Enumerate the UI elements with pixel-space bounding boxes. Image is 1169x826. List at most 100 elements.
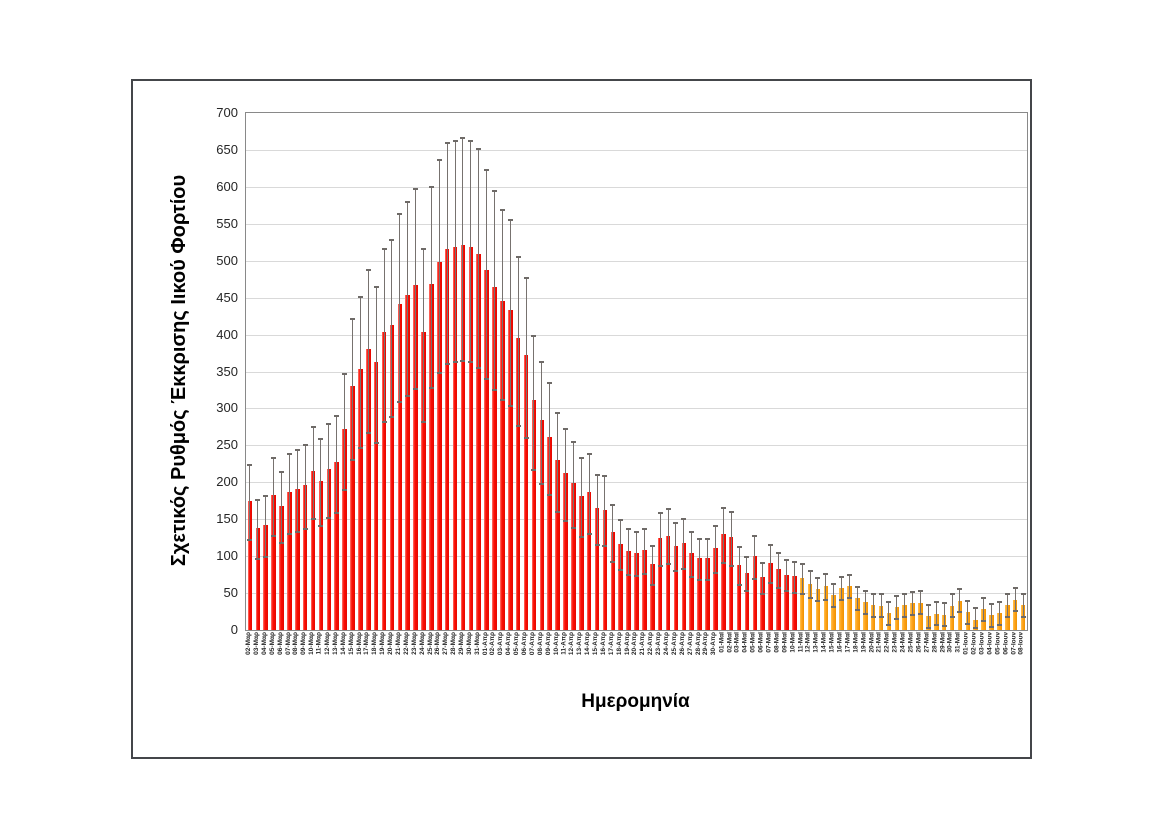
error-bar-line — [912, 591, 914, 615]
error-bar-line — [304, 444, 306, 529]
error-bar-cap-top — [468, 139, 474, 142]
x-axis-tick-labels: 02-Μαρ 03-Μαρ 04-Μαρ 05-Μαρ 06-Μαρ 07-Μαρ 08-Μ… — [245, 629, 1026, 687]
error-bar-cap-top — [665, 508, 671, 511]
error-bar-cap-bottom — [602, 545, 608, 548]
gridline — [246, 519, 1027, 521]
x-tick-label: 13-Απρ — [576, 632, 584, 656]
error-bar-cap-bottom — [933, 624, 939, 627]
error-bar-line — [896, 595, 898, 619]
error-bar-line — [525, 277, 527, 438]
error-bar-line — [312, 426, 314, 519]
error-bar-cap-top — [507, 218, 513, 221]
error-bar-cap-bottom — [799, 593, 805, 596]
x-tick-label: 15-Απρ — [592, 632, 600, 656]
x-tick-label: 26-Απρ — [678, 632, 686, 656]
x-tick-label: 15-Μαρ — [347, 632, 355, 655]
bar — [373, 361, 379, 630]
error-bar-cap-bottom — [744, 589, 750, 592]
x-tick-label: 25-Μαϊ — [907, 632, 915, 653]
error-bar-cap-top — [878, 593, 884, 596]
error-bar-line — [643, 528, 645, 574]
bar — [436, 262, 442, 630]
gridline — [246, 223, 1027, 225]
bar — [1012, 599, 1018, 630]
x-tick-label: 24-Μαρ — [418, 632, 426, 655]
gridline — [246, 186, 1027, 188]
error-bar-line — [778, 552, 779, 588]
y-tick-label: 550 — [216, 215, 238, 231]
error-bar-line — [849, 574, 850, 598]
error-bar-cap-top — [712, 524, 718, 527]
error-bar-line — [691, 531, 693, 577]
error-bar-cap-top — [760, 561, 766, 564]
x-tick-label: 20-Μαρ — [386, 632, 394, 655]
error-bar-line — [809, 570, 811, 598]
error-bar-line — [549, 382, 551, 495]
bar — [334, 462, 339, 630]
error-bar-cap-top — [499, 208, 505, 211]
error-bar-cap-top — [255, 498, 261, 501]
x-tick-label: 22-Απρ — [647, 632, 655, 656]
error-bar-line — [470, 140, 472, 362]
y-tick-label: 450 — [216, 289, 238, 305]
x-tick-label: 13-Μαρ — [331, 632, 339, 655]
bar — [586, 491, 592, 630]
error-bar-cap-bottom — [421, 421, 426, 424]
x-tick-label: 07-Μαϊ — [765, 632, 773, 653]
error-bar-line — [872, 593, 874, 616]
x-tick-label: 17-Απρ — [607, 632, 615, 656]
x-tick-label: 09-Μαϊ — [781, 632, 789, 653]
error-bar-cap-top — [839, 575, 845, 578]
error-bar-cap-bottom — [626, 574, 632, 577]
error-bar-line — [785, 559, 787, 591]
error-bar-cap-top — [279, 470, 284, 473]
bar — [752, 556, 758, 630]
error-bar-line — [407, 201, 409, 396]
error-bar-cap-bottom — [389, 416, 395, 419]
bar — [421, 332, 426, 630]
error-bar-cap-bottom — [712, 571, 718, 574]
error-bar-cap-top — [965, 600, 971, 602]
gridline — [246, 371, 1027, 373]
error-bar-cap-top — [413, 187, 419, 190]
error-bar-cap-bottom — [610, 560, 616, 563]
error-bar-cap-top — [941, 602, 947, 605]
bar — [500, 301, 505, 630]
error-bar-line — [864, 590, 866, 613]
error-bar-line — [722, 507, 724, 563]
bar — [665, 535, 671, 630]
bar — [807, 583, 813, 630]
x-tick-label: 06-Μαϊ — [757, 632, 765, 653]
error-bar-line — [391, 239, 393, 417]
error-bar-cap-top — [436, 159, 442, 161]
error-bar-cap-bottom — [649, 583, 655, 586]
error-bar-line — [328, 423, 330, 517]
bar — [389, 325, 395, 630]
error-bar-cap-bottom — [484, 377, 490, 380]
error-bar-line — [833, 583, 835, 607]
error-bar-cap-top — [681, 518, 687, 520]
error-bar-cap-bottom — [365, 432, 371, 435]
bar — [444, 248, 450, 630]
error-bar-cap-bottom — [492, 388, 497, 391]
error-bar-cap-bottom — [515, 424, 521, 427]
bar — [618, 543, 623, 630]
error-bar-cap-top — [720, 506, 726, 509]
bar — [247, 500, 253, 630]
error-bar-cap-top — [381, 248, 387, 251]
error-bar-cap-top — [1004, 592, 1010, 595]
error-bar-cap-top — [933, 601, 939, 604]
error-bar-line — [557, 412, 559, 512]
x-tick-label: 30-Απρ — [710, 632, 718, 656]
x-tick-label: 05-Απρ — [513, 632, 521, 656]
error-bar-cap-top — [492, 190, 497, 193]
x-tick-label: 02-Μαρ — [244, 632, 252, 655]
gridline — [246, 334, 1027, 336]
bar — [957, 600, 963, 630]
error-bar-cap-bottom — [973, 627, 979, 630]
x-tick-label: 06-Ιουν — [1002, 632, 1010, 655]
gridline — [246, 297, 1027, 299]
x-tick-label: 08-Απρ — [536, 632, 544, 656]
error-bar-cap-top — [981, 597, 987, 599]
